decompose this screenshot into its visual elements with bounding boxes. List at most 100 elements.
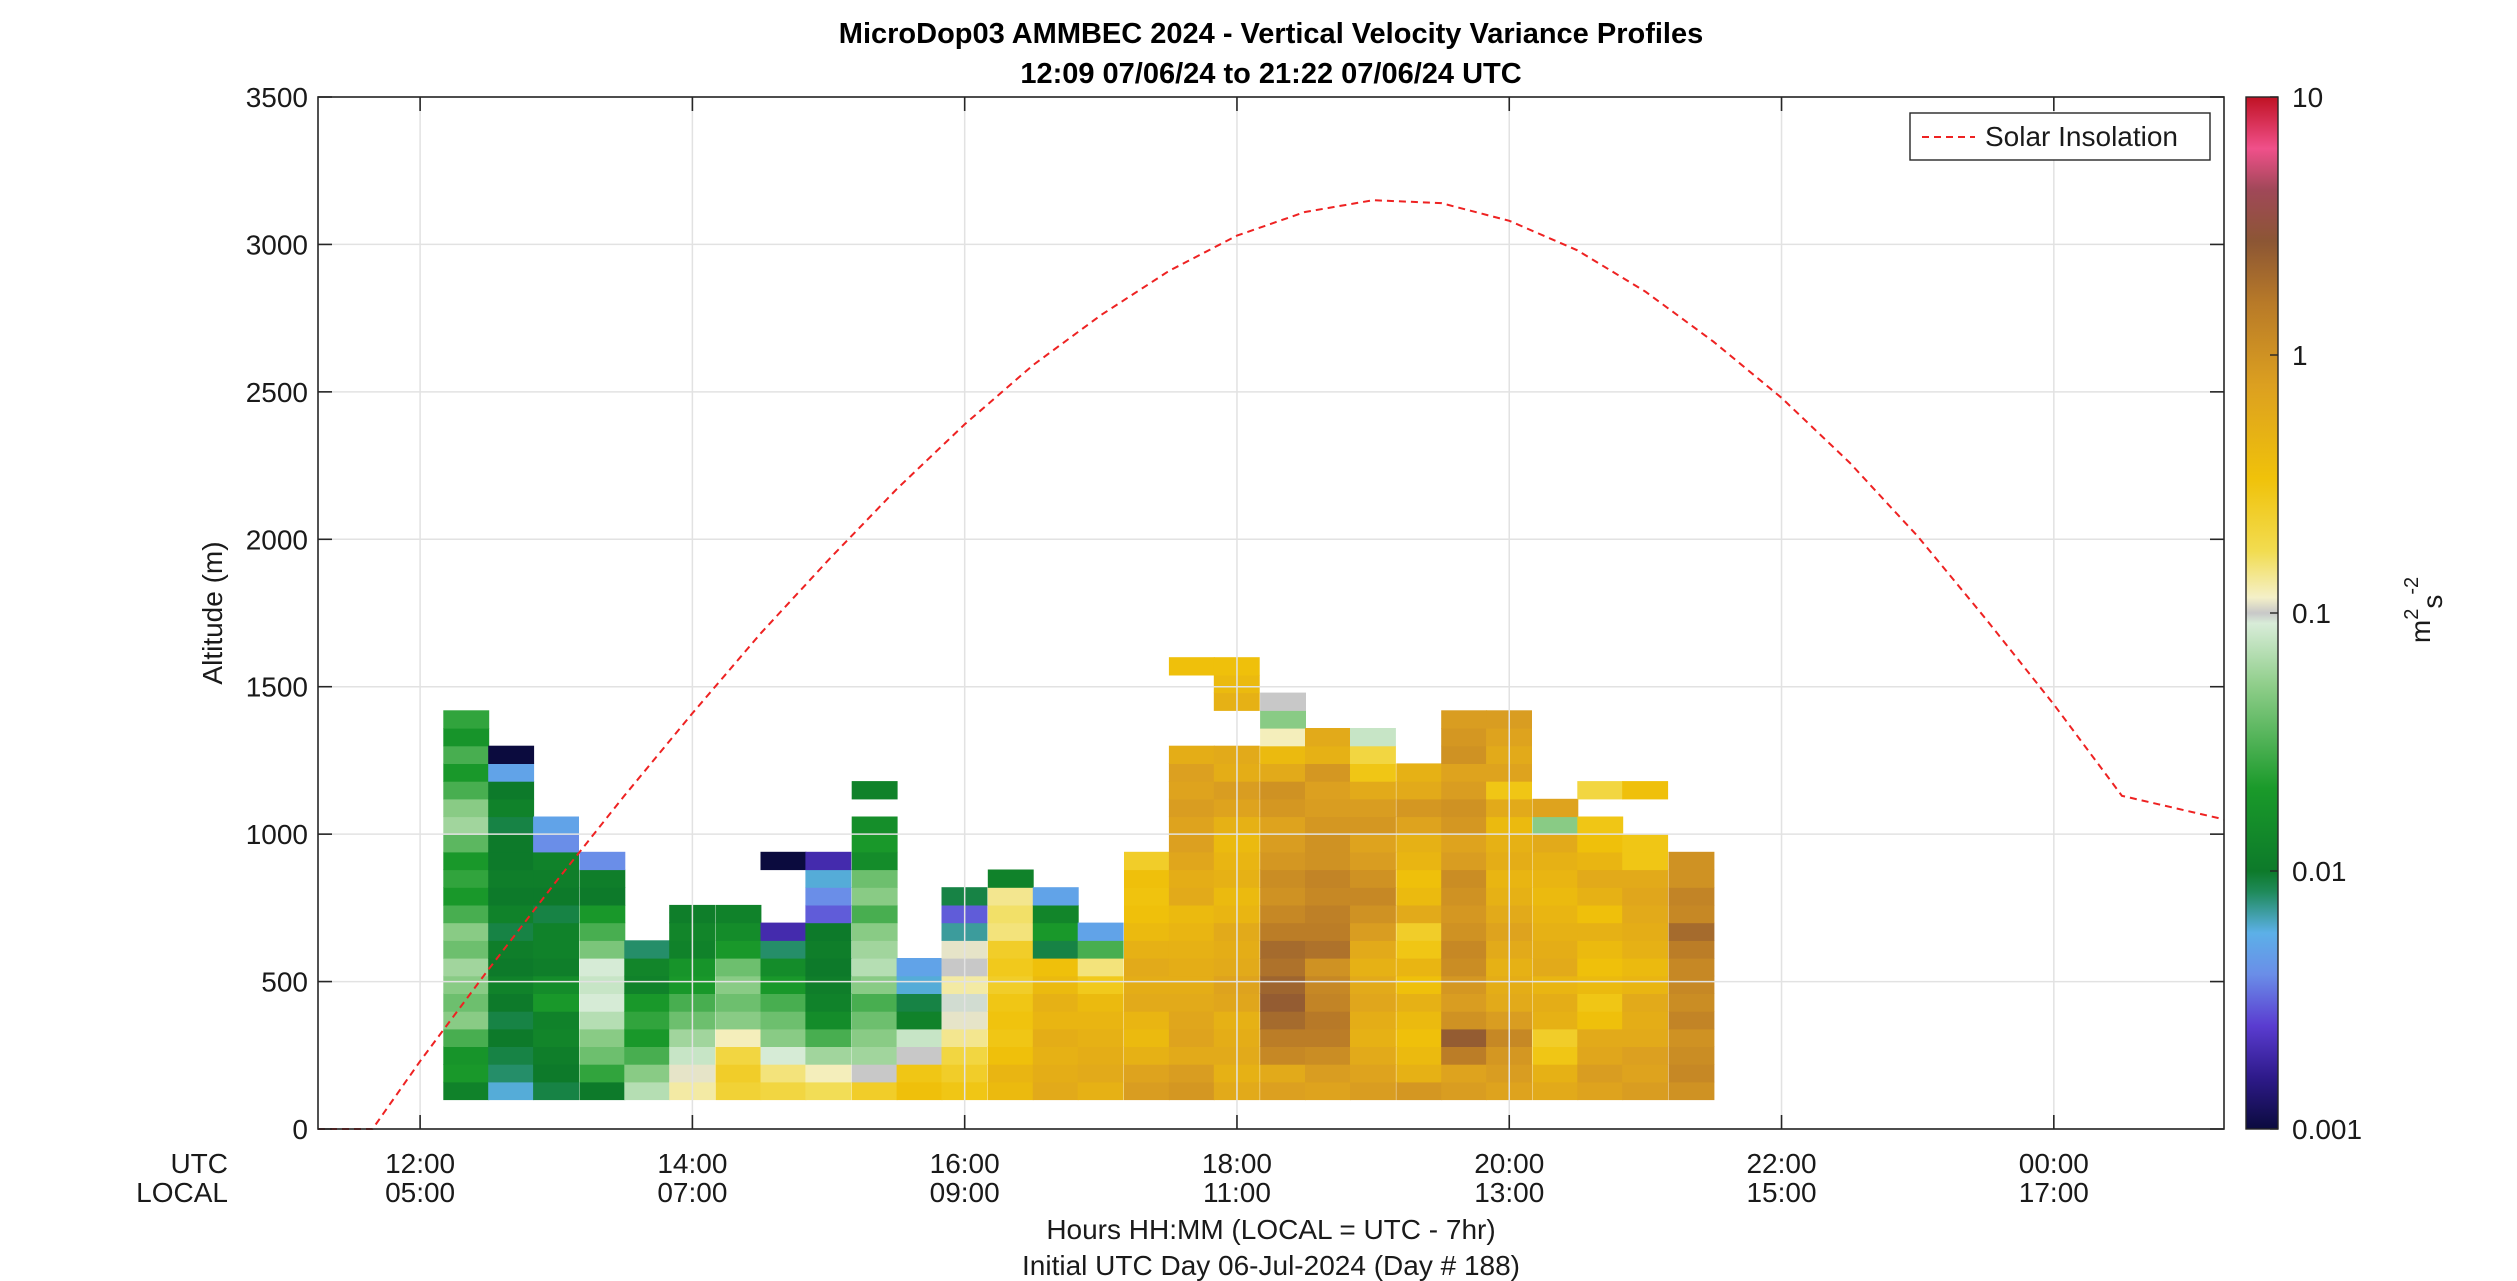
heatmap-cell	[1350, 781, 1396, 800]
heatmap-cell	[1441, 940, 1488, 959]
heatmap-cell	[1622, 993, 1669, 1012]
heatmap-cell	[1305, 798, 1351, 818]
heatmap-cell	[1622, 851, 1669, 871]
heatmap-cell	[1032, 904, 1079, 924]
heatmap-cell	[1668, 922, 1715, 941]
heatmap-cell	[1168, 904, 1215, 924]
heatmap-cell	[805, 1081, 852, 1101]
heatmap-cell	[1260, 958, 1306, 977]
heatmap-cell	[1168, 1011, 1215, 1030]
heatmap-cell	[488, 1028, 535, 1047]
heatmap-cell	[443, 710, 490, 729]
heatmap-cell	[1124, 975, 1170, 994]
heatmap-cell	[1124, 1046, 1170, 1065]
x-tick-label-local: 05:00	[385, 1177, 455, 1208]
heatmap-cell	[987, 1081, 1034, 1101]
heatmap-cell	[715, 958, 762, 977]
heatmap-cell	[1305, 728, 1351, 747]
heatmap-cell	[1441, 710, 1488, 729]
heatmap-cell	[1350, 1046, 1396, 1065]
heatmap-cell	[1350, 798, 1396, 818]
heatmap-cell	[715, 1046, 762, 1065]
heatmap-cell	[488, 1011, 535, 1030]
heatmap-cell	[1350, 940, 1396, 959]
heatmap-cell	[1168, 798, 1215, 818]
heatmap-cell	[1532, 940, 1579, 959]
heatmap-cell	[1396, 1028, 1443, 1047]
heatmap-cell	[1441, 1028, 1488, 1047]
solar-insolation-curve	[318, 199, 2225, 1130]
heatmap-cell	[579, 958, 626, 977]
heatmap-cell	[1124, 993, 1170, 1012]
heatmap-cell	[1124, 1081, 1170, 1101]
heatmap-cell	[851, 887, 898, 906]
heatmap-cell	[533, 869, 579, 888]
heatmap-cell	[533, 993, 579, 1012]
heatmap-cell	[1305, 745, 1351, 764]
heatmap-cell	[1305, 763, 1351, 782]
heatmap-cell	[1532, 834, 1579, 853]
heatmap-cell	[1532, 798, 1579, 818]
x-tick-label-local: 07:00	[657, 1177, 727, 1208]
heatmap-cell	[1532, 887, 1579, 906]
heatmap-cell	[1441, 993, 1488, 1012]
heatmap-cell	[760, 1081, 807, 1101]
colorbar: 10 1 0.1 0.01 0.001 m2s-2	[2245, 82, 2448, 1145]
heatmap-cell	[851, 958, 898, 977]
legend-label: Solar Insolation	[1985, 121, 2178, 152]
heatmap-cell	[1032, 940, 1079, 959]
heatmap-cell	[1577, 887, 1624, 906]
heatmap-cell	[715, 1028, 762, 1047]
legend: Solar Insolation	[1909, 112, 2211, 161]
heatmap-cell	[851, 869, 898, 888]
heatmap-cell	[1668, 869, 1715, 888]
heatmap-cell	[1396, 940, 1443, 959]
heatmap-cell	[851, 1028, 898, 1047]
heatmap-cell	[1260, 728, 1306, 747]
heatmap-cell	[987, 993, 1034, 1012]
heatmap-cell	[579, 975, 626, 994]
heatmap-cell	[1396, 851, 1443, 871]
heatmap-cell	[624, 993, 671, 1012]
heatmap-cell	[851, 1064, 898, 1083]
heatmap-cell	[1260, 1011, 1306, 1030]
heatmap-cell	[1260, 869, 1306, 888]
heatmap-cell	[1168, 834, 1215, 853]
colorbar-label: m2s-2	[2401, 577, 2448, 643]
heatmap-cell	[1441, 958, 1488, 977]
heatmap-cell	[1260, 940, 1306, 959]
heatmap-cell	[1441, 781, 1488, 800]
heatmap-cell	[1305, 1064, 1351, 1083]
heatmap-cell	[1124, 940, 1170, 959]
heatmap-cell	[1577, 1064, 1624, 1083]
heatmap-cell	[579, 1046, 626, 1065]
heatmap-cell	[443, 1046, 490, 1065]
heatmap-cell	[1260, 745, 1306, 764]
heatmap-cell	[1577, 781, 1624, 800]
heatmap-cell	[1396, 993, 1443, 1012]
heatmap-cell	[805, 1011, 852, 1030]
y-tick-label: 3500	[246, 82, 308, 113]
heatmap-cell	[1168, 1081, 1215, 1101]
heatmap-cell	[1622, 958, 1669, 977]
heatmap-cell	[1396, 816, 1443, 835]
heatmap-cell	[1622, 1081, 1669, 1101]
heatmap-cell	[1577, 1028, 1624, 1047]
heatmap-cell	[1532, 1081, 1579, 1101]
heatmap-cell	[987, 958, 1034, 977]
heatmap-cell	[1168, 887, 1215, 906]
heatmap-cell	[488, 1046, 535, 1065]
heatmap-cell	[1350, 816, 1396, 835]
heatmap-cell	[443, 1081, 490, 1101]
heatmap-cell	[1077, 922, 1124, 941]
heatmap-cell	[443, 798, 490, 818]
heatmap-cell	[488, 745, 535, 764]
heatmap-cell	[1532, 1046, 1579, 1065]
heatmap-cell	[805, 887, 852, 906]
heatmap-cell	[805, 904, 852, 924]
x-tick-label-utc: 22:00	[1746, 1148, 1816, 1179]
heatmap-cell	[1441, 851, 1488, 871]
heatmap-cell	[533, 1064, 579, 1083]
heatmap-cell	[1396, 958, 1443, 977]
heatmap-cell	[579, 1011, 626, 1030]
